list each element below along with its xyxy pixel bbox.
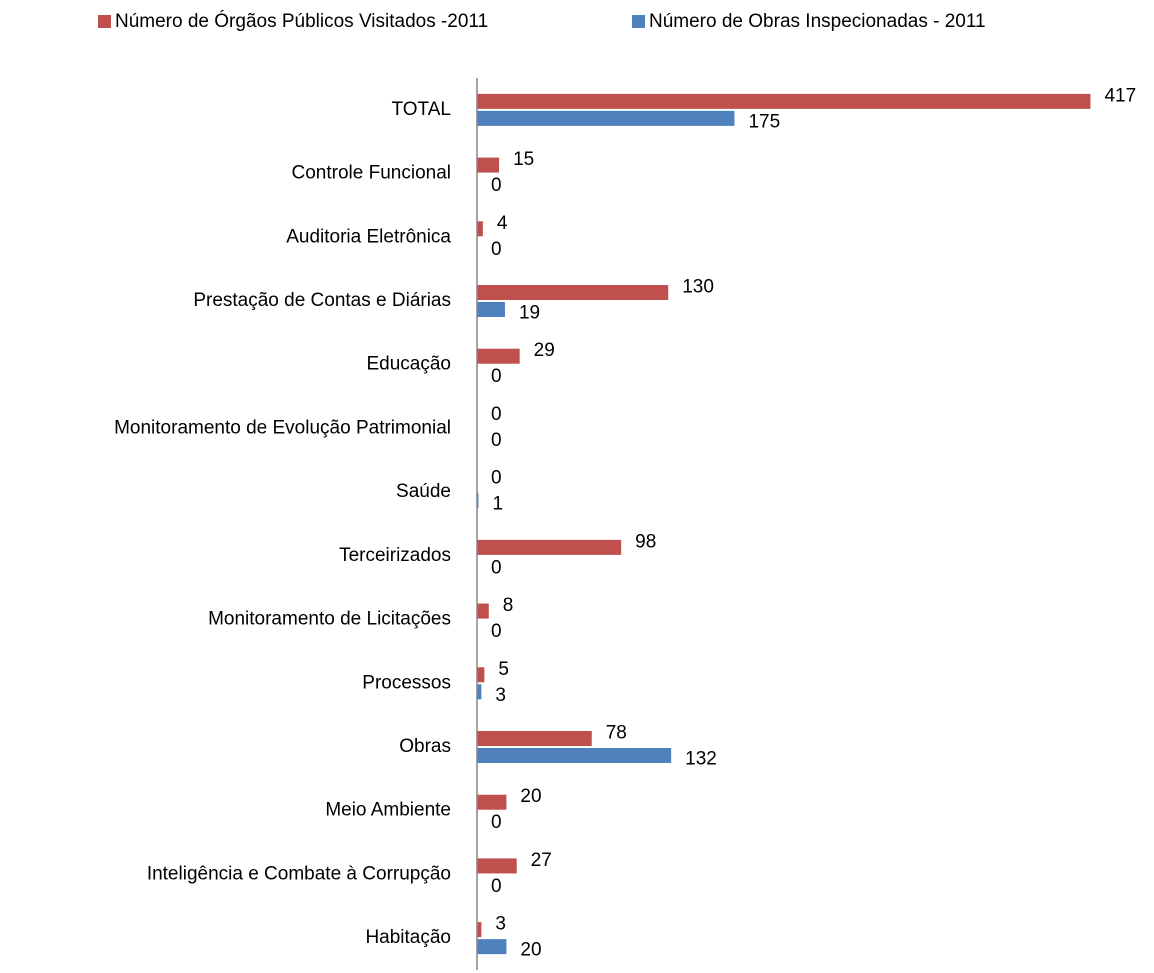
bar — [477, 221, 483, 237]
value-label: 98 — [635, 531, 656, 552]
legend-label: Número de Obras Inspecionadas - 2011 — [649, 11, 986, 32]
legend-label: Número de Órgãos Públicos Visitados -201… — [115, 10, 488, 32]
value-label: 19 — [519, 303, 540, 324]
y-tick-label: Prestação de Contas e Diárias — [193, 290, 451, 311]
y-tick-label: Inteligência e Combate à Corrupção — [147, 863, 451, 884]
y-tick-label: Monitoramento de Evolução Patrimonial — [114, 417, 451, 438]
value-label: 0 — [491, 430, 502, 451]
value-label: 0 — [491, 175, 502, 196]
bar — [477, 539, 622, 555]
value-label: 4 — [497, 213, 508, 234]
value-label: 417 — [1104, 85, 1136, 106]
y-tick-label: Monitoramento de Licitações — [208, 609, 451, 630]
legend-swatch — [98, 15, 111, 28]
legend-swatch — [632, 15, 645, 28]
bar — [477, 731, 592, 746]
bar — [477, 110, 735, 126]
bar — [477, 748, 672, 763]
value-label: 130 — [682, 277, 714, 298]
value-label: 132 — [685, 749, 717, 770]
value-label: 1 — [492, 494, 503, 515]
bar — [477, 603, 489, 619]
value-label: 20 — [520, 786, 541, 807]
value-label: 0 — [491, 366, 502, 387]
bar — [477, 939, 507, 955]
bar — [477, 667, 485, 683]
y-tick-label: Educação — [366, 354, 451, 375]
bar — [477, 922, 482, 938]
bar — [477, 285, 669, 300]
y-tick-label: Processos — [362, 672, 451, 693]
value-label: 20 — [520, 940, 541, 961]
bar — [477, 157, 500, 173]
bar — [477, 794, 507, 810]
value-label: 27 — [531, 850, 552, 871]
value-label: 78 — [606, 723, 627, 744]
value-label: 5 — [498, 659, 509, 680]
value-label: 29 — [534, 340, 555, 361]
bar — [477, 302, 505, 317]
value-label: 0 — [491, 876, 502, 897]
value-label: 0 — [491, 557, 502, 578]
bar — [477, 348, 520, 364]
value-label: 175 — [748, 111, 780, 132]
value-label: 0 — [491, 621, 502, 642]
bar — [477, 684, 482, 700]
value-label: 0 — [491, 812, 502, 833]
y-tick-label: Auditoria Eletrônica — [286, 226, 451, 247]
y-tick-label: TOTAL — [392, 99, 451, 120]
value-label: 8 — [503, 595, 514, 616]
y-tick-label: Saúde — [396, 481, 451, 502]
value-label: 3 — [495, 685, 506, 706]
value-label: 0 — [491, 468, 502, 489]
y-tick-label: Controle Funcional — [292, 163, 451, 184]
y-tick-label: Meio Ambiente — [325, 800, 451, 821]
y-tick-label: Habitação — [365, 927, 451, 948]
y-tick-label: Obras — [399, 736, 451, 757]
legend: Número de Órgãos Públicos Visitados -201… — [98, 10, 986, 32]
bar — [477, 93, 1091, 109]
value-label: 15 — [513, 149, 534, 170]
bar — [477, 858, 517, 874]
value-label: 0 — [491, 404, 502, 425]
value-label: 3 — [495, 914, 506, 935]
y-tick-label: Terceirizados — [339, 545, 451, 566]
value-label: 0 — [491, 239, 502, 260]
